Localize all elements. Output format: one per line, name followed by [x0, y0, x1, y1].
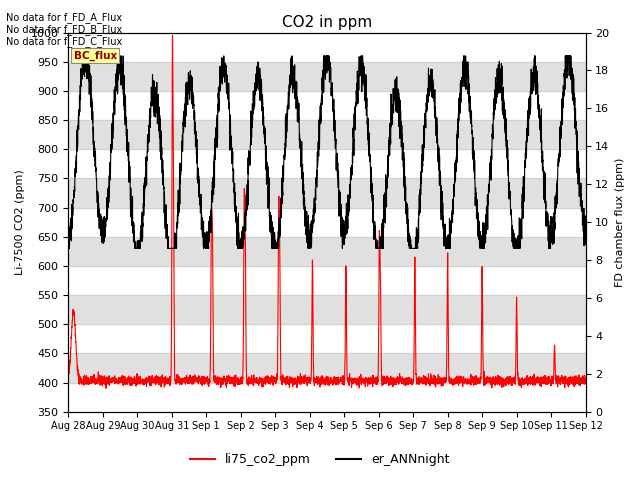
Bar	[68, 62, 586, 91]
Y-axis label: Li-7500 CO2 (ppm): Li-7500 CO2 (ppm)	[15, 169, 25, 275]
Bar	[68, 295, 586, 324]
Text: No data for f_FD_A_Flux: No data for f_FD_A_Flux	[6, 12, 122, 23]
Bar	[68, 237, 586, 266]
Bar	[68, 120, 586, 149]
Legend: li75_co2_ppm, er_ANNnight: li75_co2_ppm, er_ANNnight	[186, 448, 454, 471]
Bar	[68, 353, 586, 383]
Y-axis label: FD chamber flux (ppm): FD chamber flux (ppm)	[615, 157, 625, 287]
Text: No data for f_FD_B_Flux: No data for f_FD_B_Flux	[6, 24, 123, 35]
Text: No data for f_FD_C_Flux: No data for f_FD_C_Flux	[6, 36, 123, 47]
Title: CO2 in ppm: CO2 in ppm	[282, 15, 372, 30]
Bar	[68, 179, 586, 207]
Text: BC_flux: BC_flux	[74, 50, 117, 60]
